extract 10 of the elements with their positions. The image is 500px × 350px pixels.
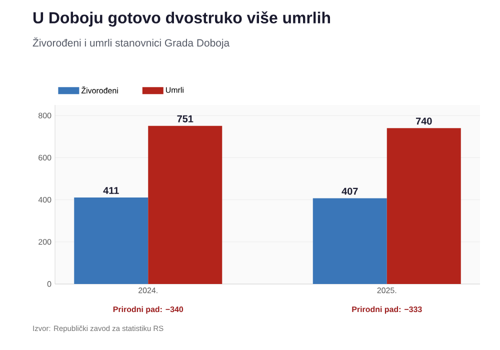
data-label: 411 — [103, 187, 119, 194]
bar — [386, 128, 461, 284]
data-label: 407 — [342, 188, 358, 195]
bar — [74, 197, 148, 284]
data-label: 740 — [416, 118, 432, 125]
bar — [148, 126, 222, 284]
chart-subtitle: Živorođeni i umrli stanovnici Grada Doboja — [32, 37, 230, 49]
bar — [312, 198, 387, 284]
chart-title: U Doboju gotovo dvostruko više umrlih — [33, 11, 330, 27]
data-label: 751 — [177, 115, 194, 122]
